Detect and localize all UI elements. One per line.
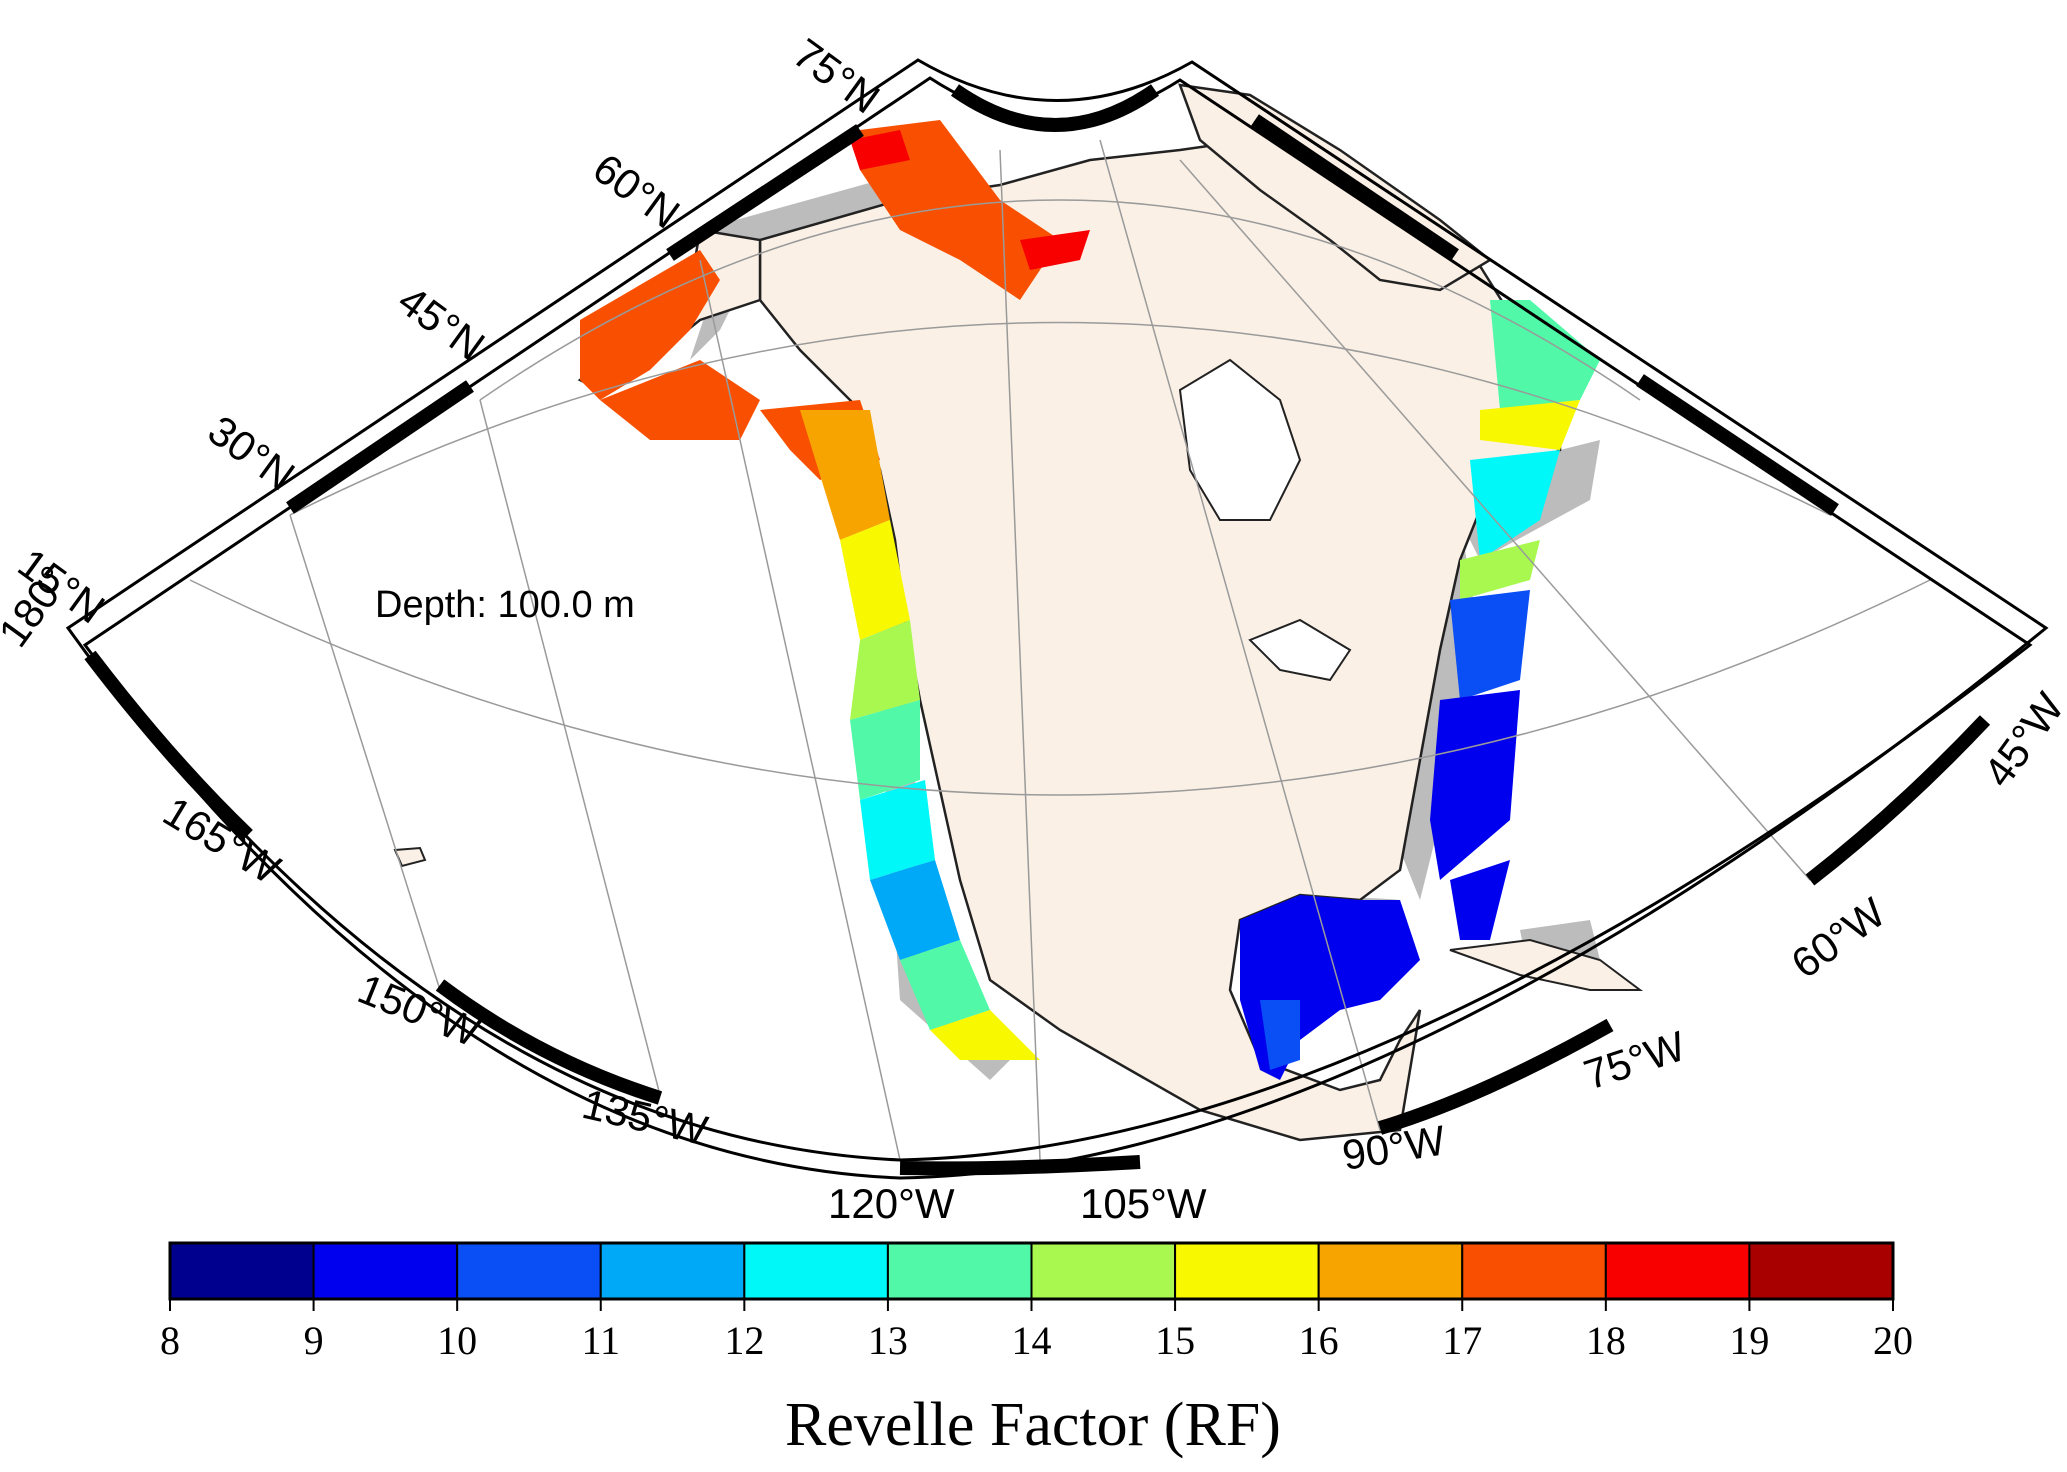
colorbar-bin [456,1242,602,1300]
colorbar-title: Revelle Factor (RF) [785,1391,1281,1459]
colorbar-tick-labels: 8 9 10 11 12 13 14 15 16 17 18 19 20 [160,1299,1913,1363]
colorbar-bin [1174,1242,1320,1300]
colorbar-tick-label: 11 [581,1318,620,1363]
colorbar-tick-label: 19 [1729,1318,1769,1363]
revelle-factor-field [580,120,1600,1080]
colorbar-tick-label: 10 [437,1318,477,1363]
lat-label-75n: 75°N [785,29,889,122]
lon-label-45w: 45°W [1974,684,2067,795]
colorbar-bin [1461,1242,1607,1300]
colorbar-tick-label: 18 [1586,1318,1626,1363]
colorbar-tick-label: 13 [868,1318,908,1363]
colorbar-bin [599,1242,746,1300]
depth-label: Depth: 100.0 m [375,584,635,626]
colorbar-bin [1030,1242,1177,1300]
colorbar-tick-label: 20 [1873,1318,1913,1363]
colorbar-tick-label: 12 [724,1318,764,1363]
lon-label-105w: 105°W [1080,1180,1207,1227]
colorbar-tick-label: 16 [1299,1318,1339,1363]
colorbar-bin [743,1242,889,1300]
colorbar-bin [1317,1242,1464,1300]
colorbar-tick-label: 17 [1442,1318,1482,1363]
graticule [189,139,1931,1161]
colorbar-bin [1748,1242,1894,1300]
greenland-land [1178,83,1493,292]
colorbar [168,1241,1895,1301]
lon-label-60w: 60°W [1783,888,1894,987]
colorbar-tick-label: 9 [304,1318,324,1363]
lat-label-30n: 30°N [200,406,304,499]
great-lakes [1248,618,1352,682]
colorbar-tick-label: 14 [1012,1318,1052,1363]
colorbar-bin [312,1242,459,1300]
lon-label-120w: 120°W [828,1180,955,1227]
map-frame [65,58,2049,1180]
colorbar-tick-label: 8 [160,1318,180,1363]
colorbar-tick-label: 15 [1155,1318,1195,1363]
colorbar-bin [1604,1242,1751,1300]
colorbar-bin [886,1242,1033,1300]
colorbar-bin [169,1242,315,1300]
